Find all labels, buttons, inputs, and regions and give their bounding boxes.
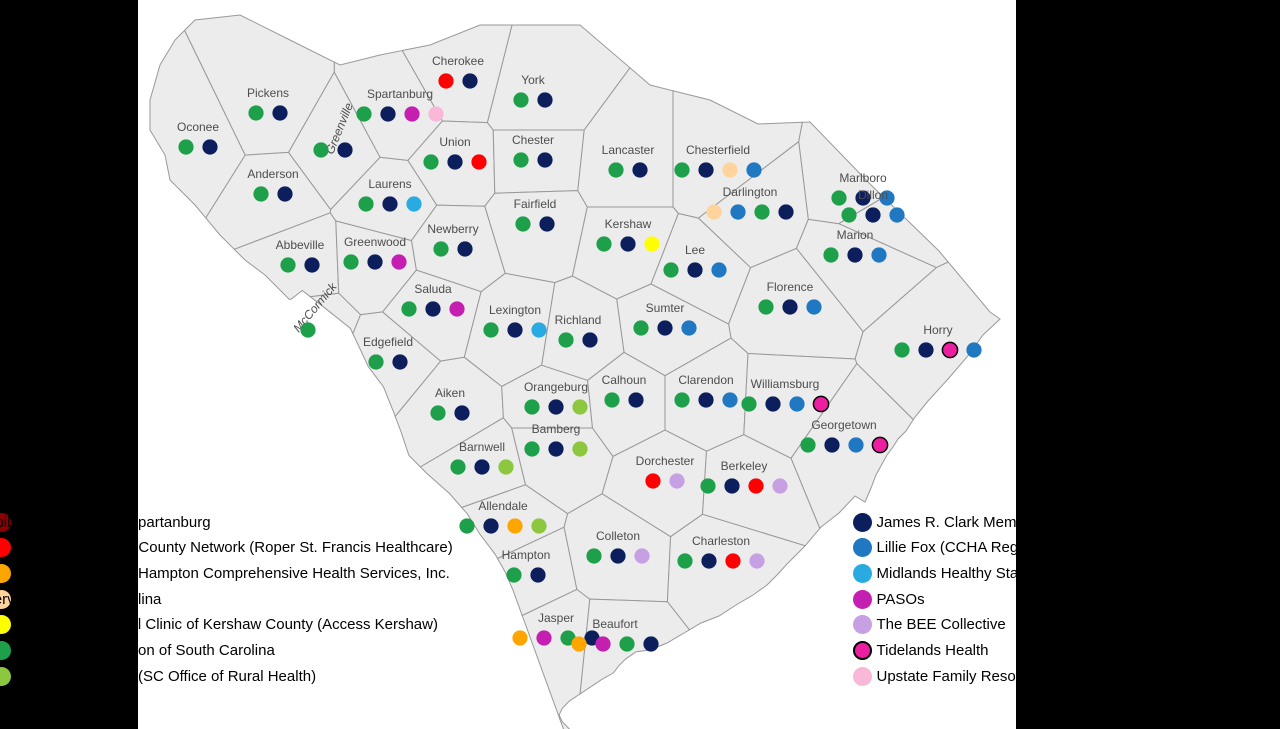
svg-text:Allendale: Allendale (478, 499, 528, 513)
svg-text:Lexington: Lexington (489, 303, 541, 317)
svg-text:Lee: Lee (685, 243, 705, 257)
svg-text:Georgetown: Georgetown (811, 418, 876, 432)
svg-text:Fairfield: Fairfield (514, 197, 557, 211)
svg-text:Marlboro: Marlboro (839, 171, 887, 185)
svg-text:Laurens: Laurens (368, 177, 411, 191)
svg-text:Abbeville: Abbeville (276, 238, 325, 252)
svg-text:Marion: Marion (837, 228, 874, 242)
svg-text:Sumter: Sumter (646, 301, 685, 315)
svg-text:Bamberg: Bamberg (532, 422, 581, 436)
svg-text:Calhoun: Calhoun (602, 373, 647, 387)
svg-text:Saluda: Saluda (414, 282, 452, 296)
svg-text:York: York (521, 73, 546, 87)
svg-text:Beaufort: Beaufort (592, 617, 638, 631)
svg-text:Chester: Chester (512, 133, 554, 147)
svg-text:Chesterfield: Chesterfield (686, 143, 750, 157)
svg-text:Barnwell: Barnwell (459, 440, 505, 454)
svg-text:Berkeley: Berkeley (721, 459, 768, 473)
svg-text:Spartanburg: Spartanburg (367, 87, 433, 101)
svg-text:Greenwood: Greenwood (344, 235, 406, 249)
svg-text:Florence: Florence (767, 280, 814, 294)
svg-text:Lancaster: Lancaster (602, 143, 655, 157)
svg-text:Oconee: Oconee (177, 120, 219, 134)
svg-text:Union: Union (439, 135, 470, 149)
svg-text:Dillon: Dillon (858, 188, 888, 202)
svg-text:Horry: Horry (923, 323, 952, 337)
svg-text:Edgefield: Edgefield (363, 335, 413, 349)
svg-text:Aiken: Aiken (435, 386, 465, 400)
svg-text:Richland: Richland (555, 313, 602, 327)
svg-text:Kershaw: Kershaw (605, 217, 652, 231)
svg-text:Anderson: Anderson (247, 167, 298, 181)
svg-text:Williamsburg: Williamsburg (751, 377, 820, 391)
svg-text:Hampton: Hampton (502, 548, 551, 562)
svg-text:Charleston: Charleston (692, 534, 750, 548)
svg-text:Colleton: Colleton (596, 529, 640, 543)
svg-text:Jasper: Jasper (538, 611, 574, 625)
svg-text:Orangeburg: Orangeburg (524, 380, 588, 394)
svg-text:Dorchester: Dorchester (636, 454, 695, 468)
svg-text:Darlington: Darlington (723, 185, 778, 199)
svg-text:Clarendon: Clarendon (678, 373, 733, 387)
svg-text:Pickens: Pickens (247, 86, 289, 100)
svg-text:Newberry: Newberry (427, 222, 478, 236)
svg-text:Cherokee: Cherokee (432, 54, 484, 68)
